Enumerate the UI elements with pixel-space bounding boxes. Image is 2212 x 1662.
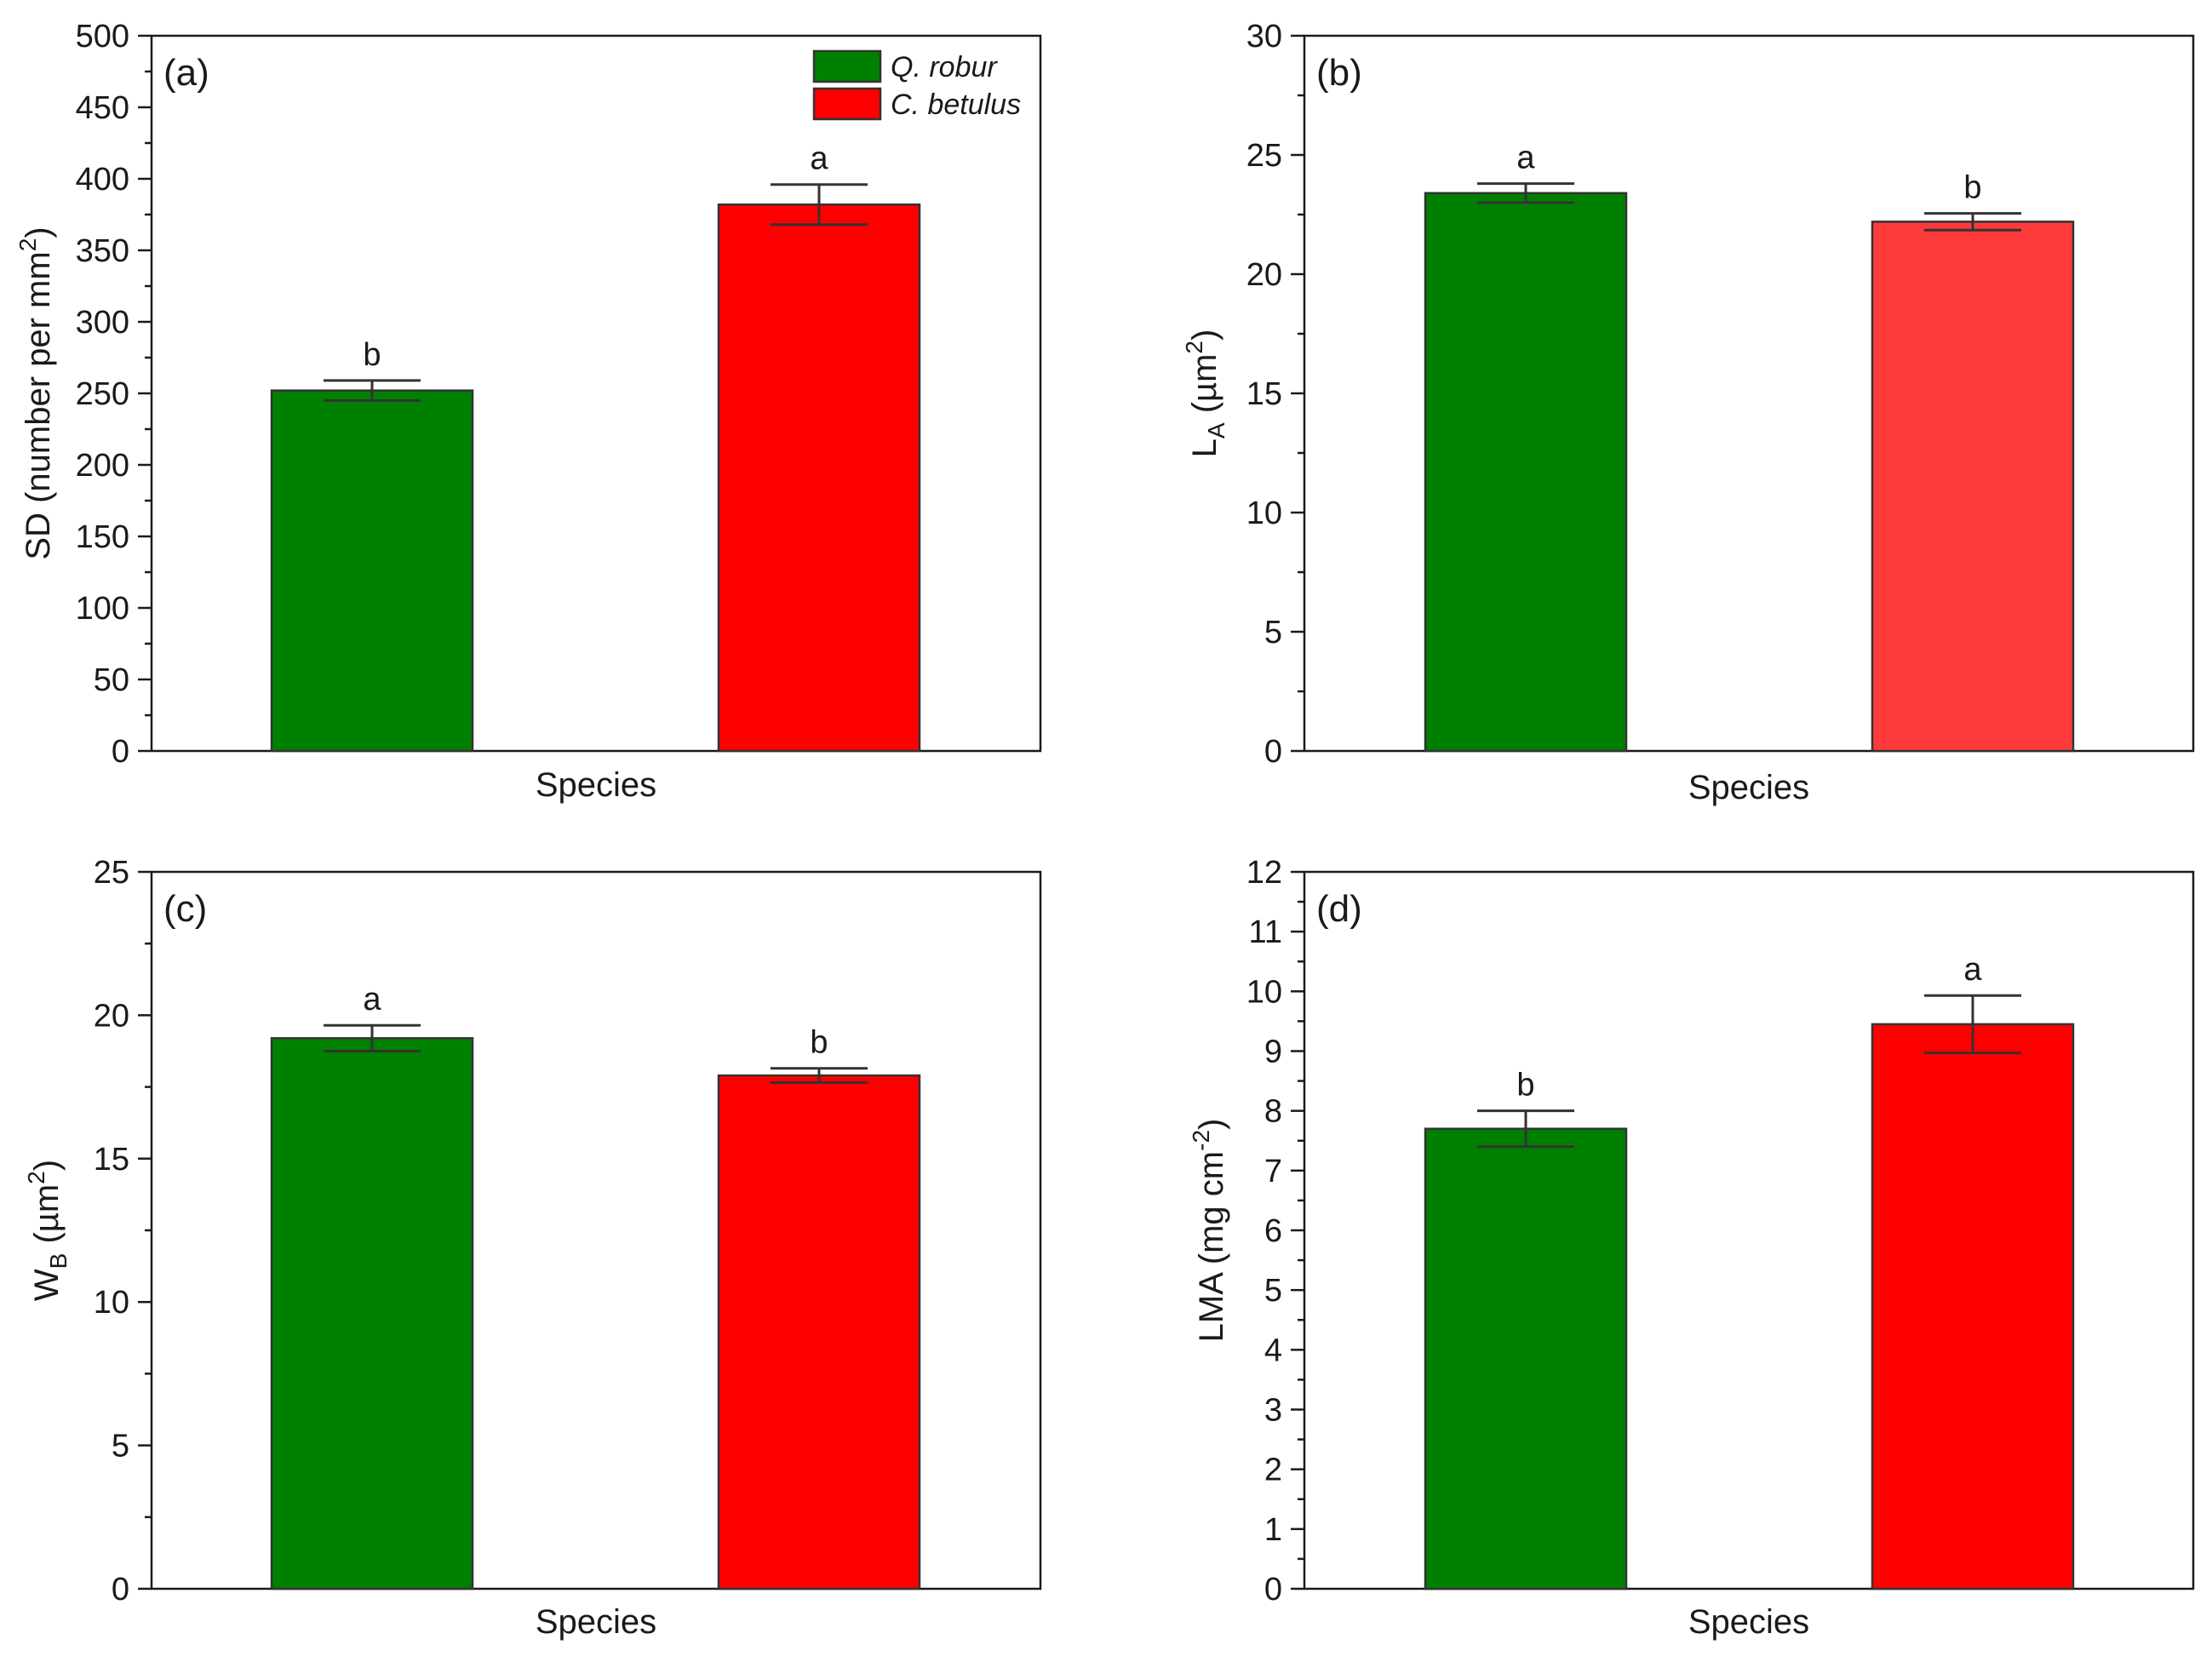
y-tick-label: 4 (1264, 1332, 1282, 1368)
x-axis-label: Species (536, 766, 656, 804)
y-tick-label: 500 (76, 19, 129, 54)
y-tick-label: 3 (1264, 1393, 1282, 1429)
x-axis-label: Species (1688, 1603, 1809, 1641)
panel-tag: (a) (163, 52, 209, 94)
y-tick-label: 400 (76, 162, 129, 198)
y-label-tail: ) (28, 1160, 66, 1171)
y-tick-label: 200 (76, 448, 129, 484)
y-tick-label: 7 (1264, 1154, 1282, 1189)
y-label-main: W (28, 1269, 66, 1301)
y-tick-label: 450 (76, 90, 129, 126)
x-axis-label: Species (1688, 769, 1809, 806)
y-tick-label: 15 (1246, 376, 1282, 412)
panel-c: 0 5 10 15 20 25 a b (c) Species WB (µm2) (23, 855, 1042, 1641)
legend-label-c-betulus: C. betulus (891, 89, 1021, 121)
y-tick-label: 350 (76, 233, 129, 269)
panel-a: 0 50 100 150 200 250 300 350 400 450 500 b a (a) Speci… (14, 19, 1042, 804)
y-label-superscript: 2 (23, 1171, 49, 1184)
bar-q-robur (1424, 192, 1628, 753)
significance-letter: a (1516, 140, 1535, 176)
y-tick-label: 20 (94, 998, 129, 1034)
y-tick-label: 15 (94, 1142, 129, 1178)
y-tick-label: 10 (1246, 974, 1282, 1010)
significance-letter: b (1963, 170, 1981, 206)
y-tick-label: 0 (112, 734, 129, 770)
y-label-tail: ) (20, 226, 57, 238)
bar-q-robur (1424, 1127, 1628, 1590)
y-tick-label: 0 (112, 1572, 129, 1608)
y-label-main: L (1186, 438, 1223, 457)
y-tick-label: 25 (1246, 138, 1282, 174)
y-label-subscript: A (1203, 422, 1229, 438)
bar-c-betulus (1871, 1023, 2075, 1590)
y-label-subscript: B (45, 1253, 72, 1269)
significance-letter: a (810, 141, 828, 177)
y-axis-label: WB (µm2) (23, 1160, 72, 1301)
y-label-superscript: -2 (1188, 1130, 1214, 1151)
y-label-rest: (µm (1186, 354, 1223, 423)
y-tick-label: 250 (76, 376, 129, 412)
y-axis-label: SD (number per mm2) (14, 226, 57, 559)
panel-tag: (b) (1316, 52, 1362, 94)
y-tick-label: 25 (94, 855, 129, 891)
y-tick-label: 30 (1246, 19, 1282, 54)
y-axis-label: LA (µm2) (1181, 330, 1229, 458)
significance-letter: b (363, 337, 381, 373)
legend-swatch-c-betulus (812, 87, 882, 121)
y-tick-label: 11 (1249, 914, 1282, 950)
y-tick-label: 9 (1264, 1034, 1282, 1070)
significance-letter: b (1516, 1068, 1534, 1103)
y-tick-label: 5 (1264, 1273, 1282, 1309)
y-tick-label: 5 (112, 1429, 129, 1464)
y-label-superscript: 2 (1181, 341, 1207, 354)
y-tick-label: 8 (1264, 1094, 1282, 1130)
y-tick-label: 20 (1246, 257, 1282, 293)
bar-q-robur (270, 389, 474, 753)
y-tick-label: 10 (94, 1285, 129, 1321)
legend-label-q-robur: Q. robur (891, 51, 998, 83)
y-label-main: LMA (mg cm (1193, 1151, 1230, 1342)
x-axis-label: Species (536, 1603, 656, 1641)
y-tick-label: 6 (1264, 1213, 1282, 1249)
y-tick-label: 100 (76, 591, 129, 627)
bar-c-betulus (1871, 221, 2075, 753)
panel-b: 0 5 10 15 20 25 30 a b (b) Species LA (µm2) (1181, 19, 2195, 806)
y-label-main: SD (number per mm (20, 251, 57, 559)
y-label-tail: ) (1186, 330, 1223, 341)
significance-letter: b (810, 1025, 828, 1061)
bar-c-betulus (717, 1074, 921, 1590)
y-tick-label: 0 (1264, 734, 1282, 770)
y-tick-label: 50 (94, 662, 129, 698)
significance-letter: a (1963, 952, 1982, 988)
panel-tag: (c) (163, 888, 207, 930)
significance-letter: a (363, 982, 381, 1017)
y-label-rest: (µm (28, 1184, 66, 1253)
y-tick-label: 5 (1264, 615, 1282, 650)
bar-q-robur (270, 1037, 474, 1590)
y-label-tail: ) (1193, 1119, 1230, 1130)
y-axis-label: LMA (mg cm-2) (1188, 1119, 1230, 1343)
bar-c-betulus (717, 203, 921, 753)
y-tick-label: 10 (1246, 496, 1282, 531)
y-tick-label: 1 (1264, 1512, 1282, 1548)
y-tick-label: 300 (76, 305, 129, 341)
y-tick-label: 12 (1246, 855, 1282, 891)
y-tick-label: 2 (1264, 1453, 1282, 1488)
y-label-superscript: 2 (14, 238, 41, 252)
y-tick-label: 0 (1264, 1572, 1282, 1608)
panel-tag: (d) (1316, 888, 1362, 930)
y-tick-label: 150 (76, 519, 129, 555)
legend-swatch-q-robur (812, 49, 882, 83)
